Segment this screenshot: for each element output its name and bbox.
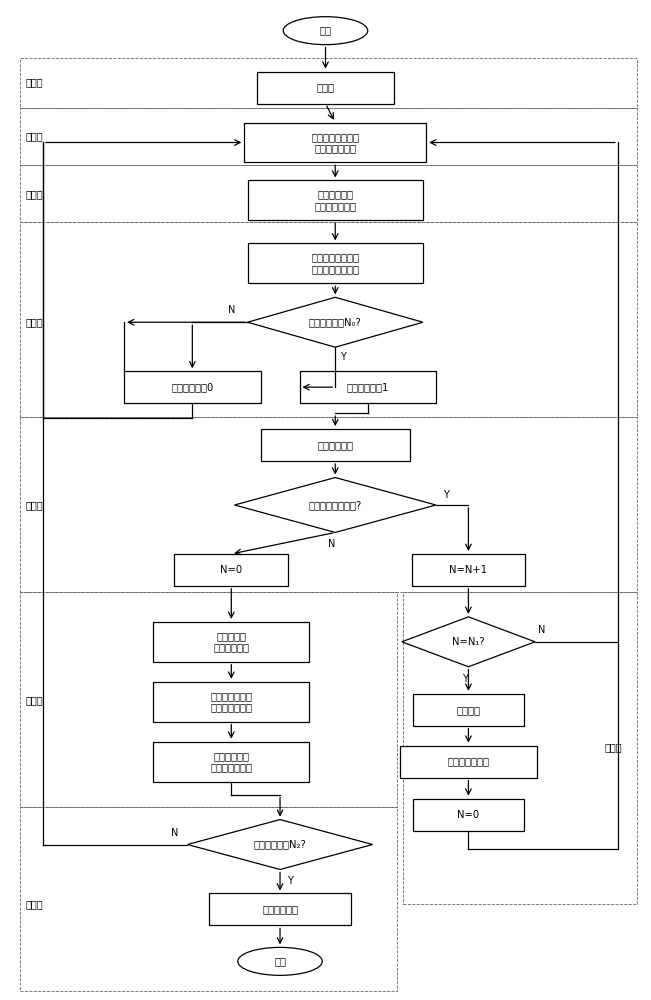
Text: N=0: N=0: [220, 565, 242, 575]
Text: Y: Y: [287, 876, 293, 886]
FancyBboxPatch shape: [124, 371, 260, 403]
Text: 步骤二: 步骤二: [25, 132, 43, 142]
Text: 差分信号超出N₀?: 差分信号超出N₀?: [309, 317, 361, 327]
FancyBboxPatch shape: [411, 554, 525, 586]
Text: 平衡校正输出装置
读入相邻串信号: 平衡校正输出装置 读入相邻串信号: [311, 132, 359, 153]
FancyBboxPatch shape: [154, 682, 309, 722]
FancyBboxPatch shape: [244, 123, 426, 162]
FancyBboxPatch shape: [260, 429, 410, 461]
Text: N=N+1: N=N+1: [449, 565, 488, 575]
Text: 平衡校正输出装
置读入通信命令: 平衡校正输出装 置读入通信命令: [210, 691, 253, 713]
Text: Y: Y: [462, 674, 468, 684]
Text: 切除故障光伏块: 切除故障光伏块: [447, 757, 490, 767]
FancyBboxPatch shape: [247, 243, 423, 283]
Text: 故障电弧检测: 故障电弧检测: [317, 440, 353, 450]
FancyBboxPatch shape: [413, 799, 523, 831]
Text: 开始: 开始: [320, 26, 331, 36]
Polygon shape: [247, 297, 423, 347]
Text: N: N: [328, 539, 336, 549]
Text: 检测装置输出0: 检测装置输出0: [171, 382, 214, 392]
Text: 步骤六: 步骤六: [25, 695, 43, 705]
Text: N: N: [228, 305, 235, 315]
Text: 步骤四: 步骤四: [25, 317, 43, 327]
Text: 步骤三: 步骤三: [25, 189, 43, 199]
Text: 检测装置输出1: 检测装置输出1: [346, 382, 389, 392]
Polygon shape: [187, 820, 372, 869]
Text: Y: Y: [443, 490, 449, 500]
Ellipse shape: [283, 17, 368, 45]
Text: Y: Y: [340, 352, 346, 362]
Text: 直流故障电弧检测
装置读入差分信号: 直流故障电弧检测 装置读入差分信号: [311, 253, 359, 274]
Text: N: N: [171, 828, 178, 838]
Text: N=0: N=0: [458, 810, 480, 820]
Text: 步骤五: 步骤五: [25, 500, 43, 510]
Text: 校正平衡增益
令输出信号为零: 校正平衡增益 令输出信号为零: [210, 751, 253, 772]
Polygon shape: [234, 478, 436, 532]
Text: 步骤七: 步骤七: [25, 899, 43, 909]
Text: 故障电弧: 故障电弧: [456, 705, 480, 715]
FancyBboxPatch shape: [154, 622, 309, 662]
Polygon shape: [402, 617, 535, 667]
Text: 步骤一: 步骤一: [25, 78, 43, 88]
Text: 步骤八: 步骤八: [605, 743, 622, 753]
Text: 相邻串输出
信号存在差异: 相邻串输出 信号存在差异: [214, 631, 249, 653]
Text: 停止系统工作: 停止系统工作: [262, 904, 298, 914]
FancyBboxPatch shape: [413, 694, 523, 726]
Text: 初始化: 初始化: [316, 83, 335, 93]
Text: 结束: 结束: [274, 956, 286, 966]
FancyBboxPatch shape: [154, 742, 309, 782]
FancyBboxPatch shape: [400, 746, 536, 778]
FancyBboxPatch shape: [299, 371, 436, 403]
FancyBboxPatch shape: [208, 893, 352, 925]
Text: 发生故障电弧事件?: 发生故障电弧事件?: [309, 500, 362, 510]
Ellipse shape: [238, 947, 322, 975]
Text: N: N: [538, 625, 545, 635]
Text: 信号处理装置
做差分转换处理: 信号处理装置 做差分转换处理: [314, 190, 356, 211]
FancyBboxPatch shape: [174, 554, 288, 586]
Text: N=N₁?: N=N₁?: [452, 637, 485, 647]
Text: 增益常数超出N₂?: 增益常数超出N₂?: [254, 840, 307, 850]
FancyBboxPatch shape: [257, 72, 394, 104]
FancyBboxPatch shape: [247, 180, 423, 220]
